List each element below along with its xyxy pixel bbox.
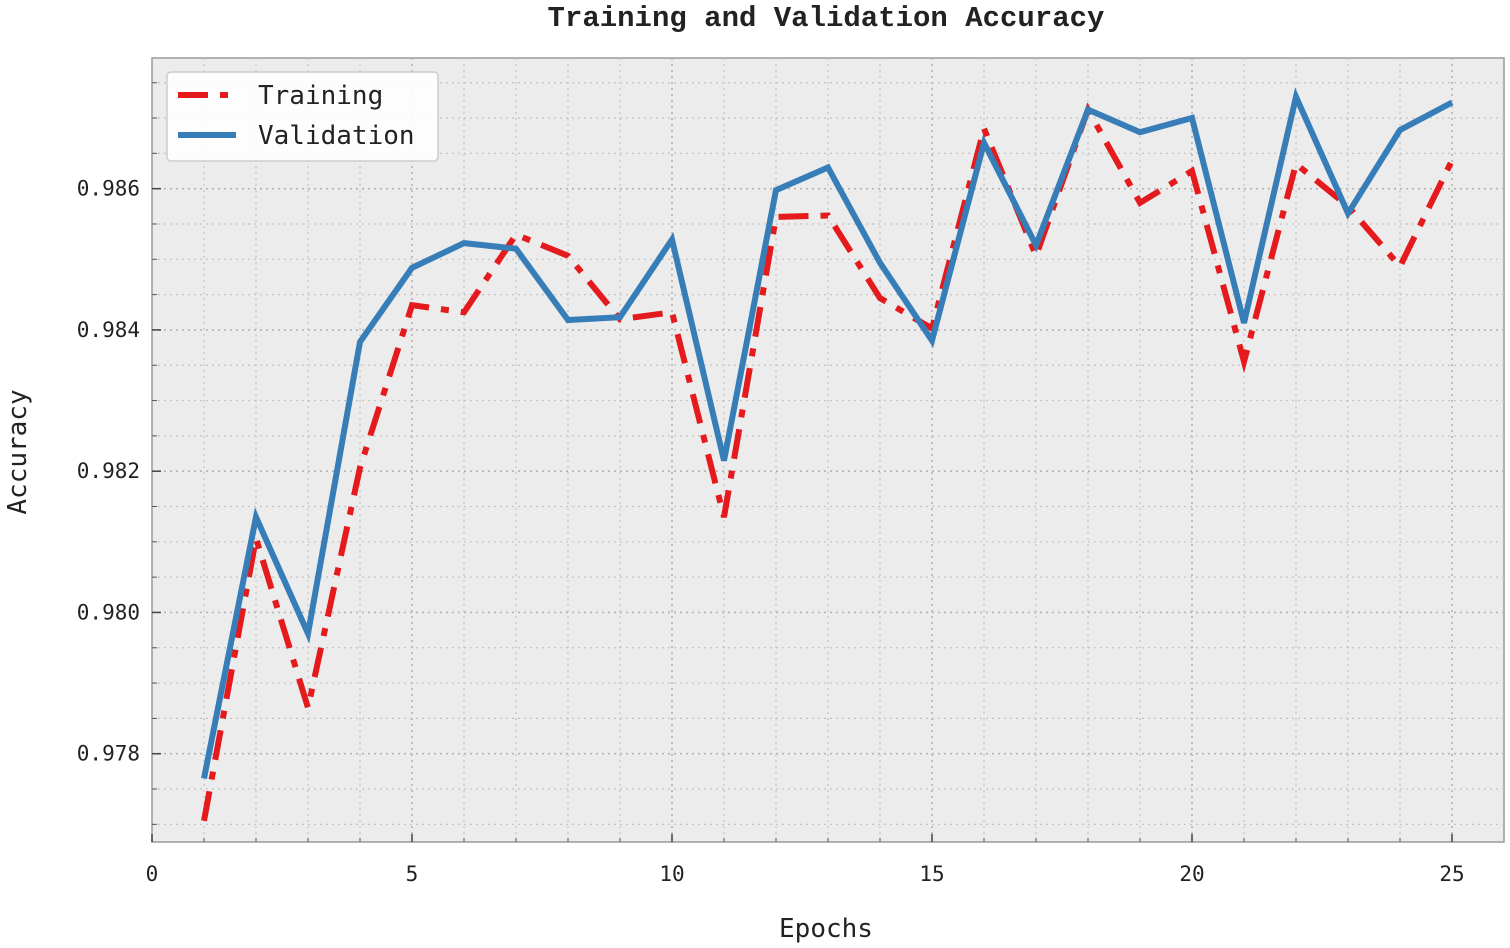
x-tick-label: 10 bbox=[659, 862, 684, 886]
grid-lines bbox=[152, 58, 1504, 842]
y-tick-label: 0.978 bbox=[77, 742, 140, 766]
legend-box bbox=[166, 71, 439, 162]
chart-title: Training and Validation Accuracy bbox=[548, 2, 1105, 35]
legend-label-validation: Validation bbox=[258, 121, 415, 151]
y-tick-label: 0.986 bbox=[77, 177, 140, 201]
legend: Training Validation bbox=[166, 71, 439, 162]
legend-label-training: Training bbox=[258, 81, 383, 111]
y-axis-label: Accuracy bbox=[3, 389, 33, 514]
x-axis-label: Epochs bbox=[779, 914, 873, 944]
x-tick-label: 20 bbox=[1179, 862, 1204, 886]
x-tick-label: 15 bbox=[919, 862, 944, 886]
y-tick-label: 0.984 bbox=[77, 318, 140, 342]
axis-ticks: 0 5 10 15 20 25 0.978 0.980 0.982 0.984 0.986 bbox=[77, 82, 1465, 886]
y-tick-label: 0.982 bbox=[77, 459, 140, 483]
series-line-validation bbox=[201, 87, 1454, 779]
x-tick-label: 25 bbox=[1439, 862, 1464, 886]
y-tick-label: 0.980 bbox=[77, 600, 140, 624]
series-line-training bbox=[201, 102, 1455, 822]
x-tick-label: 5 bbox=[406, 862, 419, 886]
x-tick-label: 0 bbox=[146, 862, 159, 886]
series-layer bbox=[201, 87, 1455, 822]
